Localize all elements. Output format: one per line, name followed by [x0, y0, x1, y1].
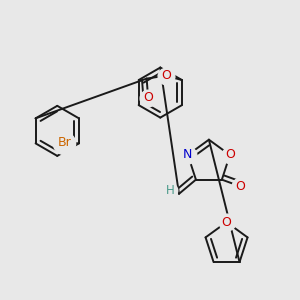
Text: O: O [143, 91, 153, 104]
Text: N: N [183, 148, 193, 161]
Text: O: O [161, 69, 171, 82]
Text: O: O [225, 148, 235, 161]
Text: O: O [222, 216, 232, 229]
Text: Br: Br [57, 136, 71, 149]
Text: H: H [167, 184, 175, 197]
Text: O: O [235, 180, 245, 193]
